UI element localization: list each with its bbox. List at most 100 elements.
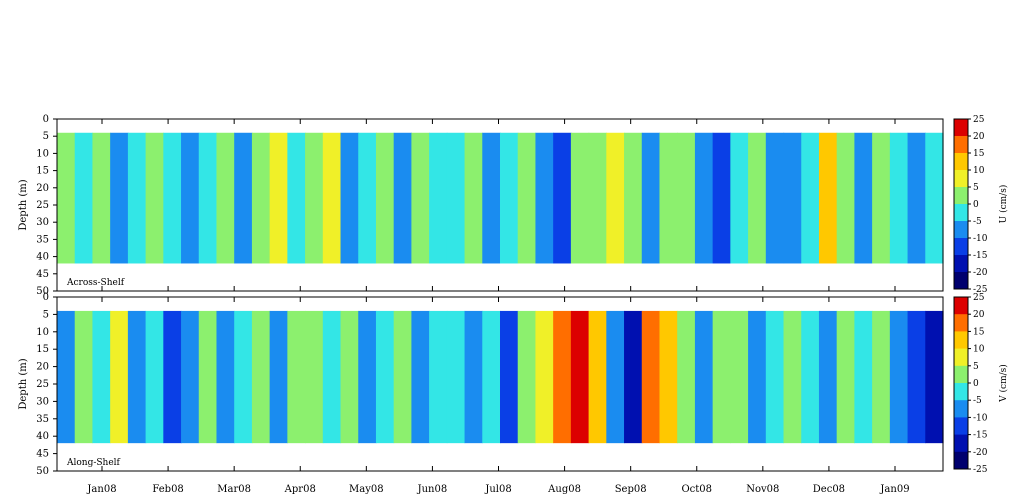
colorbar-label: V (cm/s) — [998, 364, 1009, 403]
y-tick-label: 20 — [36, 362, 49, 373]
y-tick-label: 10 — [36, 148, 49, 159]
colorbar-swatch — [954, 365, 968, 384]
heatmap-cell — [570, 310, 590, 444]
heatmap-cell — [411, 132, 430, 264]
colorbar-swatch — [954, 187, 968, 205]
colorbar-swatch — [954, 238, 968, 256]
heatmap-cell — [269, 310, 288, 444]
heatmap-cell — [535, 132, 554, 264]
y-tick-label: 0 — [43, 114, 49, 125]
v-colorbar: 25 20 15 10 5 0 -5 -10 -15 -20 -25 V (cm/s) — [953, 293, 1009, 475]
heatmap-cell — [765, 132, 785, 264]
heatmap-cell — [765, 310, 785, 444]
y-axis-label: Depth (m) — [18, 179, 29, 230]
y-tick-label: 30 — [36, 396, 49, 407]
colorbar-tick-label: -15 — [973, 251, 988, 261]
heatmap-cell — [801, 132, 820, 264]
heatmap-cell — [482, 310, 501, 444]
heatmap-cell — [641, 310, 661, 444]
heatmap-cell — [446, 132, 466, 264]
y-tick-label: 40 — [36, 431, 49, 442]
x-tick-label: Jan09 — [879, 484, 909, 495]
heatmap-cell — [393, 310, 412, 444]
x-tick-label: Jan08 — [86, 484, 116, 495]
colorbar-tick-label: -15 — [973, 431, 988, 441]
y-tick-label: 30 — [36, 217, 49, 228]
u-colorbar: 25 20 15 10 5 0 -5 -10 -15 -20 -25 U (cm/s) — [953, 115, 1009, 295]
x-tick-label: Apr08 — [284, 484, 316, 495]
y-tick-label: 15 — [36, 166, 49, 177]
heatmap-cell — [500, 132, 519, 264]
heatmap-cell — [181, 310, 200, 444]
colorbar-swatch — [954, 434, 968, 453]
colorbar-swatch — [954, 314, 968, 332]
heatmap-cell — [783, 132, 802, 264]
colorbar-swatch — [954, 153, 968, 171]
heatmap-cell — [464, 310, 483, 444]
heatmap-cell — [216, 310, 235, 444]
colorbar-tick-label: 15 — [973, 327, 985, 337]
heatmap-cell — [517, 310, 537, 444]
heatmap-cell — [783, 310, 802, 444]
colorbar-tick-label: 10 — [973, 166, 985, 176]
colorbar-tick-label: 20 — [973, 310, 985, 320]
y-tick-label: 45 — [36, 449, 49, 460]
heatmap-cell — [624, 310, 643, 444]
heatmap-cell — [74, 132, 94, 264]
heatmap-cell — [92, 132, 111, 264]
colorbar-label: U (cm/s) — [998, 185, 1009, 224]
x-tick-label: Dec08 — [813, 484, 845, 495]
heatmap-cell — [659, 132, 678, 264]
heatmap-cell — [305, 310, 324, 444]
heatmap-cell — [677, 310, 696, 444]
colorbar-swatch — [954, 451, 968, 470]
heatmap-cell — [322, 310, 342, 444]
heatmap-cell — [464, 132, 483, 264]
colorbar-tick-label: 25 — [973, 115, 985, 125]
heatmap-cell — [907, 310, 926, 444]
heatmap-cell — [553, 132, 572, 264]
heatmap-cell — [659, 310, 678, 444]
heatmap-cell — [429, 310, 448, 444]
heatmap-cell — [234, 310, 253, 444]
heatmap-cell — [411, 310, 430, 444]
colorbar-tick-label: -20 — [973, 448, 988, 458]
heatmap-cell — [145, 132, 164, 264]
heatmap-cell — [287, 132, 306, 264]
heatmap-cell — [694, 132, 714, 264]
heatmap-cell — [340, 310, 359, 444]
heatmap-cell — [163, 310, 182, 444]
heatmap-cell — [730, 310, 749, 444]
heatmap-cell — [198, 310, 218, 444]
x-tick-label: Sep08 — [615, 484, 647, 495]
across-shelf-panel: 0 5 10 15 20 25 30 35 40 45 50 Depth (m) Across-Shel… — [18, 114, 944, 297]
colorbar-tick-label: 20 — [973, 132, 985, 142]
heatmap-cell — [375, 310, 395, 444]
heatmap-cell — [748, 132, 767, 264]
heatmap-cell — [198, 132, 218, 264]
colorbar-tick-label: 15 — [973, 149, 985, 159]
x-tick-label: May08 — [349, 484, 384, 495]
heatmap-cell — [110, 132, 129, 264]
panel-label: Across-Shelf — [66, 278, 125, 288]
heatmap-cell — [358, 132, 377, 264]
heatmap-cell — [269, 132, 288, 264]
heatmap-cell — [340, 132, 359, 264]
y-tick-label: 15 — [36, 344, 49, 355]
heatmap-cell — [677, 132, 696, 264]
colorbar-tick-label: 0 — [973, 379, 979, 389]
colorbar-swatch — [954, 119, 968, 137]
heatmap-cell — [730, 132, 749, 264]
heatmap-cell — [446, 310, 466, 444]
heatmap-cell — [818, 310, 838, 444]
panel-label: Along-Shelf — [66, 458, 121, 468]
heatmap-cell — [712, 310, 731, 444]
heatmap-cell — [57, 310, 76, 444]
x-tick-label: Feb08 — [152, 484, 183, 495]
colorbar-tick-label: -5 — [973, 217, 982, 227]
y-tick-label: 40 — [36, 252, 49, 263]
colorbar-tick-label: 5 — [973, 183, 979, 193]
colorbar-swatch — [954, 383, 968, 401]
y-tick-label: 5 — [43, 309, 49, 320]
